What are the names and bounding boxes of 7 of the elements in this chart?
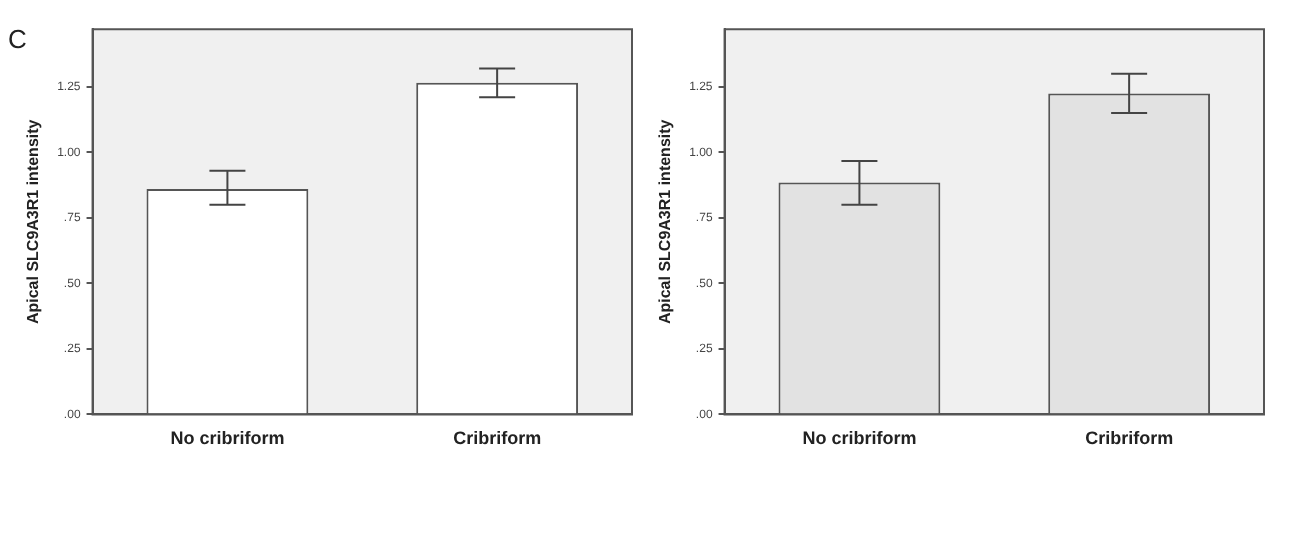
text: C bbox=[8, 24, 27, 54]
y-axis-title: Apical SLC9A3R1 intensity bbox=[656, 118, 675, 325]
x-tick-label: Cribriform bbox=[453, 428, 542, 449]
y-axis-title: Apical SLC9A3R1 intensity bbox=[24, 118, 43, 325]
x-tick-label: No cribriform bbox=[170, 428, 285, 449]
x-tick-label: No cribriform bbox=[802, 428, 917, 449]
x-tick-label: Cribriform bbox=[1085, 428, 1174, 449]
